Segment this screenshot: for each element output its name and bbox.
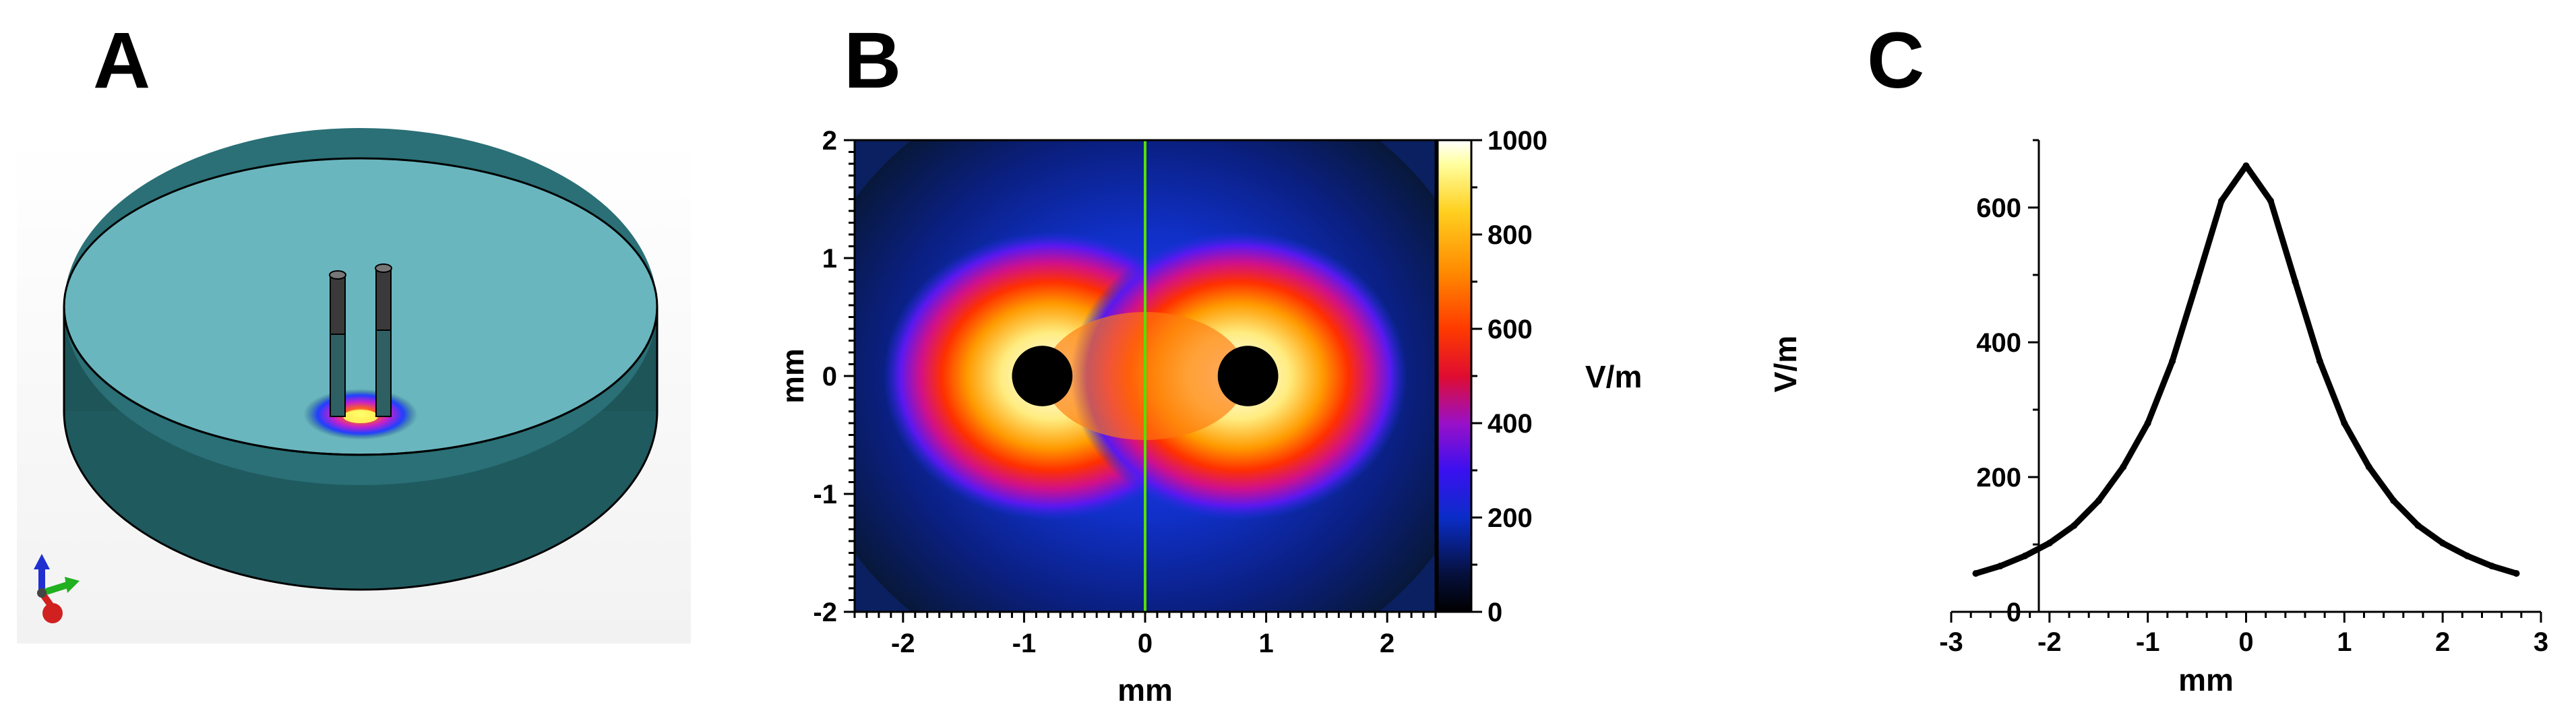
colorbar-tick-label: 1000 — [1488, 126, 1547, 156]
field-profile-point — [2414, 522, 2422, 529]
line-axes: -3 -2 -1 0 1 2 3 0 200 400 600 — [1939, 139, 2548, 657]
colorbar-tick-label: 0 — [1488, 598, 1502, 627]
field-profile-point — [2488, 563, 2496, 569]
lid-rim — [63, 306, 658, 456]
colorbar-tick-label: 200 — [1488, 503, 1533, 533]
field-profile-point — [2316, 358, 2323, 365]
heatmap-x-tick-label: 0 — [1138, 629, 1153, 658]
panel-a: A — [17, 16, 691, 644]
line-xlabel: mm — [2178, 662, 2234, 697]
line-series — [1972, 162, 2520, 577]
colorbar-tick-label: 600 — [1488, 315, 1533, 344]
field-profile-point — [2071, 522, 2078, 529]
field-profile-point — [2463, 553, 2471, 559]
field-profile-point — [2267, 197, 2274, 204]
field-profile-point — [2095, 497, 2102, 504]
panel-letter-b: B — [844, 16, 901, 105]
field-profile-line — [1975, 162, 2517, 577]
electrode-right — [375, 263, 392, 417]
heatmap-axes: -2 -1 0 1 2 -2 -1 0 1 2 — [813, 126, 1437, 658]
heatmap-x-tick-label: -2 — [891, 629, 915, 658]
electrode-left — [329, 270, 346, 417]
field-profile-point — [2193, 278, 2201, 285]
field-profile-point — [2144, 420, 2151, 427]
field-profile-point — [2341, 420, 2348, 427]
heatmap-x-tick-label: -1 — [1012, 629, 1037, 658]
field-profile-point — [2046, 540, 2053, 546]
field-profile-point — [2365, 464, 2372, 470]
colorbar-tick-label: 800 — [1488, 220, 1533, 250]
line-x-tick-label: 0 — [2238, 627, 2253, 657]
colorbar — [1438, 140, 1471, 612]
panel-b: B -2 -1 0 1 2 -2 -1 0 1 2 0 200 400 600 800 1000 mm mm… — [775, 16, 1642, 708]
colorbar-axis: 0 200 400 600 800 1000 — [1436, 126, 1547, 627]
line-x-tick-label: -3 — [1939, 627, 1963, 657]
field-profile-point — [2439, 540, 2447, 546]
line-x-tick-label: -2 — [2037, 627, 2062, 657]
field-profile-point — [1972, 570, 1980, 577]
heatmap-y-tick-label: -2 — [813, 598, 837, 627]
field-hotspot — [343, 410, 378, 423]
heatmap-ylabel: mm — [775, 348, 810, 404]
field-profile-point — [2218, 197, 2226, 204]
heatmap-x-tick-label: 2 — [1380, 629, 1394, 658]
field-profile-point — [2242, 162, 2250, 169]
heatmap-y-tick-label: 0 — [822, 362, 837, 391]
heatmap-xlabel: mm — [1117, 672, 1173, 708]
heatmap-x-tick-label: 1 — [1258, 629, 1273, 658]
line-x-tick-label: 1 — [2337, 627, 2352, 657]
field-profile-point — [2120, 464, 2127, 470]
line-y-tick-label: 600 — [1976, 193, 2021, 223]
petri-dish — [63, 128, 658, 591]
panel-c: C -3 -2 -1 0 1 2 3 0 200 400 600 mm V/m — [1768, 16, 2548, 697]
line-y-tick-label: 0 — [2006, 598, 2021, 627]
field-profile-point — [1996, 563, 2004, 569]
field-profile-point — [2292, 278, 2299, 285]
line-x-tick-label: 2 — [2435, 627, 2450, 657]
heatmap-y-tick-label: -1 — [813, 480, 837, 509]
panel-letter-a: A — [93, 16, 150, 105]
line-x-tick-label: 3 — [2534, 627, 2548, 657]
panel-letter-c: C — [1867, 16, 1924, 105]
colorbar-label: V/m — [1585, 359, 1642, 394]
colorbar-tick-label: 400 — [1488, 409, 1533, 439]
line-x-tick-label: -1 — [2136, 627, 2160, 657]
electrode-disk-2 — [1217, 346, 1279, 406]
line-ylabel: V/m — [1768, 336, 1803, 392]
electrode-disk-1 — [1012, 346, 1073, 406]
heatmap-overlay — [1012, 140, 1279, 612]
field-profile-point — [2513, 570, 2520, 577]
line-y-tick-label: 200 — [1976, 463, 2021, 493]
heatmap-y-tick-label: 2 — [822, 126, 837, 156]
field-profile-point — [2021, 553, 2029, 559]
axis-triad-icon — [34, 554, 80, 623]
line-y-tick-label: 400 — [1976, 328, 2021, 358]
heatmap-y-tick-label: 1 — [822, 244, 837, 274]
field-profile-point — [2169, 358, 2176, 365]
field-profile-point — [2390, 497, 2397, 504]
